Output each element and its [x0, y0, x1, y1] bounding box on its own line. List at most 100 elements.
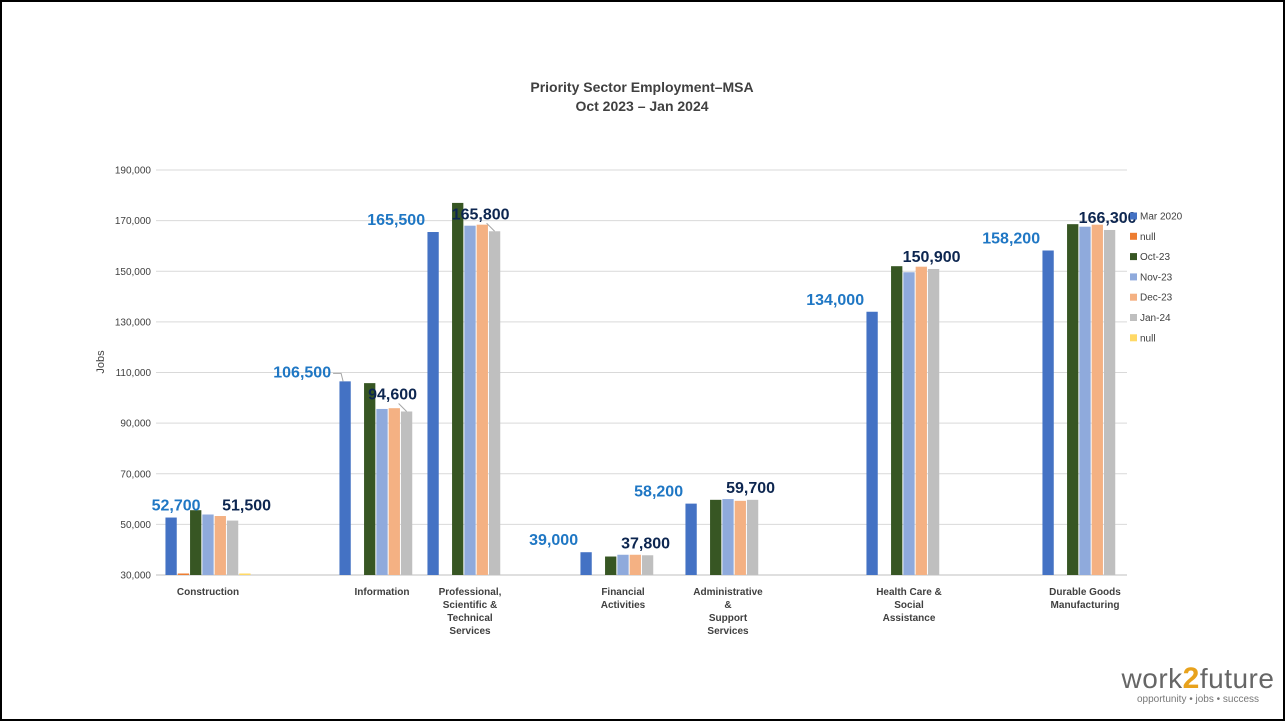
x-category-label: Financial — [601, 587, 645, 598]
value-callout: 134,000 — [806, 292, 864, 309]
x-category-label: Administrative — [693, 587, 763, 598]
y-tick-label: 130,000 — [115, 317, 152, 328]
y-tick-label: 150,000 — [115, 267, 152, 278]
y-tick-label: 190,000 — [115, 166, 152, 177]
legend-swatch — [1130, 314, 1137, 321]
chart-title-line: Priority Sector Employment–MSA — [530, 79, 753, 95]
bar — [1079, 226, 1091, 575]
x-category-label: & — [724, 600, 731, 611]
legend: Mar 2020 null Oct-23 Nov-23 Dec-23 Jan-24 null — [1130, 212, 1183, 344]
y-tick-label: 90,000 — [120, 419, 151, 430]
bar — [580, 552, 592, 575]
bar — [685, 503, 697, 575]
bar — [891, 266, 903, 575]
y-axis-ticks: 30,000 50,000 70,000 90,000 110,000 130,000 15… — [115, 166, 152, 582]
value-callout: 58,200 — [634, 484, 683, 501]
x-category-label: Health Care & — [876, 587, 942, 598]
bar — [452, 202, 464, 575]
value-callout: 106,500 — [273, 364, 331, 381]
x-category-label: Construction — [177, 587, 239, 598]
x-category-label: Support — [709, 613, 748, 624]
y-tick-label: 50,000 — [120, 520, 151, 531]
x-category-label: Services — [449, 626, 491, 637]
value-callout: 165,800 — [452, 206, 510, 223]
bar — [239, 573, 251, 575]
value-callout: 39,000 — [529, 532, 578, 549]
legend-label: null — [1140, 232, 1156, 243]
value-callout: 59,700 — [726, 480, 775, 497]
legend-label: Mar 2020 — [1140, 212, 1183, 223]
bar — [376, 408, 388, 575]
bar — [427, 232, 439, 575]
bar — [1103, 229, 1116, 575]
value-callout: 37,800 — [621, 535, 670, 552]
bar — [710, 499, 722, 575]
value-callout: 166,300 — [1079, 210, 1137, 227]
legend-swatch — [1130, 253, 1137, 261]
bar — [464, 225, 476, 575]
callout-leader — [486, 222, 495, 232]
bar — [1042, 250, 1054, 575]
bars — [165, 202, 1116, 576]
y-tick-label: 30,000 — [120, 571, 151, 582]
bar — [190, 510, 202, 575]
bar — [1091, 224, 1103, 576]
bar — [364, 383, 376, 575]
bar — [866, 311, 878, 575]
value-callout: 158,200 — [982, 230, 1040, 247]
x-category-label: Technical — [447, 613, 493, 624]
legend-swatch — [1130, 273, 1137, 281]
x-category-label: Social — [894, 600, 924, 611]
value-callout: 150,900 — [903, 249, 961, 266]
x-category-label: Professional, — [439, 587, 502, 598]
value-callout: 94,600 — [368, 386, 417, 403]
logo-tagline: opportunity • jobs • success — [1136, 694, 1260, 705]
x-category-label: Scientific & — [443, 600, 497, 611]
logo-part-two: 2 — [1182, 662, 1200, 695]
bar — [226, 520, 239, 575]
value-callout: 52,700 — [152, 498, 201, 515]
x-category-label: Manufacturing — [1051, 600, 1120, 611]
bar — [605, 556, 617, 575]
bar — [202, 514, 214, 575]
y-tick-label: 70,000 — [120, 469, 151, 480]
legend-swatch — [1130, 232, 1137, 240]
work2future-logo: work2future opportunity • jobs • success — [1118, 664, 1278, 716]
x-axis-categories: Construction Information Professional, Scie… — [177, 587, 1121, 637]
bar — [641, 555, 654, 575]
chart-title-line: Oct 2023 – Jan 2024 — [575, 98, 708, 114]
legend-label: Nov-23 — [1140, 272, 1173, 283]
x-category-label: Durable Goods — [1049, 587, 1121, 598]
y-tick-label: 170,000 — [115, 216, 152, 227]
x-category-label: Activities — [601, 600, 646, 611]
bar — [734, 500, 746, 575]
bar — [400, 411, 413, 575]
bar — [1067, 224, 1079, 575]
data-callouts: 52,700 51,500 106,500 94,600 165,500 165,800 3… — [152, 206, 1137, 552]
bar — [339, 381, 351, 575]
legend-label: Jan-24 — [1140, 313, 1171, 324]
value-callout: 165,500 — [367, 212, 425, 229]
y-tick-label: 110,000 — [116, 368, 152, 379]
legend-swatch — [1130, 212, 1137, 220]
bar — [388, 408, 400, 575]
logo-wordmark: work2future — [1118, 664, 1278, 694]
legend-swatch — [1130, 293, 1137, 301]
bar — [617, 554, 629, 575]
y-axis-label: Jobs — [95, 350, 107, 374]
logo-part-work: work — [1121, 663, 1183, 694]
bar — [903, 272, 915, 575]
legend-swatch — [1130, 334, 1137, 342]
logo-part-future: future — [1199, 663, 1275, 694]
bar — [915, 266, 927, 575]
x-category-label: Assistance — [883, 613, 936, 624]
chart-title: Priority Sector Employment–MSA Oct 2023 –… — [530, 79, 753, 114]
x-category-label: Information — [355, 587, 410, 598]
gridlines — [156, 169, 1127, 576]
legend-label: null — [1140, 333, 1156, 344]
bar — [927, 268, 940, 575]
legend-label: Dec-23 — [1140, 293, 1173, 304]
bar — [177, 573, 190, 575]
bar — [214, 516, 226, 575]
